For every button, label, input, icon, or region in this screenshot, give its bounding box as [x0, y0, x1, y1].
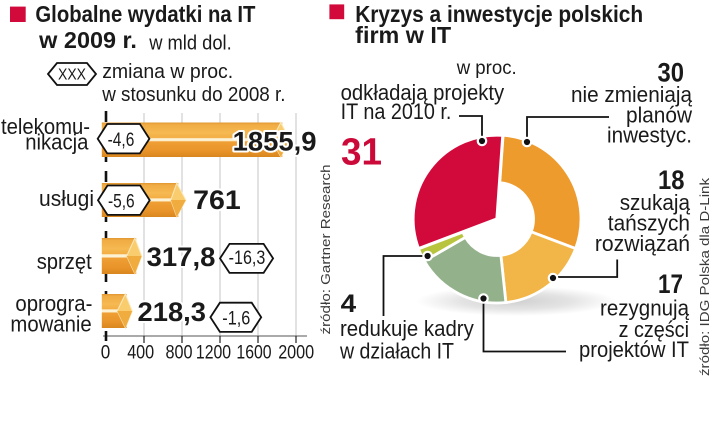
svg-text:800: 800: [166, 342, 193, 364]
svg-text:projektów IT: projektów IT: [579, 337, 689, 362]
svg-text:1200: 1200: [196, 342, 231, 364]
svg-text:31: 31: [341, 132, 382, 174]
svg-text:z części: z części: [619, 317, 689, 342]
svg-text:IT na 2010 r.: IT na 2010 r.: [341, 99, 452, 124]
svg-text:rozwiązań: rozwiązań: [595, 231, 690, 256]
svg-text:w mld dol.: w mld dol.: [148, 32, 231, 54]
svg-text:inwestyc.: inwestyc.: [607, 123, 692, 148]
svg-text:odkładają projekty: odkładają projekty: [341, 80, 505, 105]
svg-text:-4,6: -4,6: [108, 130, 135, 151]
svg-text:1600: 1600: [236, 342, 271, 364]
svg-text:Globalne wydatki na IT: Globalne wydatki na IT: [35, 1, 255, 27]
svg-text:w działach IT: w działach IT: [339, 339, 454, 364]
svg-text:zmiana w proc.: zmiana w proc.: [102, 61, 233, 83]
svg-text:redukuje kadry: redukuje kadry: [340, 316, 474, 341]
svg-text:mowanie: mowanie: [10, 312, 91, 337]
svg-text:18: 18: [658, 165, 685, 195]
svg-text:XXX: XXX: [58, 66, 86, 83]
svg-text:tańszych: tańszych: [608, 211, 690, 236]
svg-text:źródło: IDG Polska dla D-Link: źródło: IDG Polska dla D-Link: [697, 177, 712, 376]
svg-text:firm w IT: firm w IT: [355, 22, 451, 48]
svg-text:17: 17: [658, 269, 683, 299]
svg-text:-5,6: -5,6: [108, 191, 135, 212]
svg-text:400: 400: [127, 342, 154, 364]
svg-text:nikacja: nikacja: [25, 130, 89, 155]
svg-text:usługi: usługi: [39, 186, 94, 211]
svg-text:szukają: szukają: [620, 190, 691, 215]
svg-text:rezygnują: rezygnują: [600, 296, 690, 321]
svg-text:w proc.: w proc.: [456, 58, 517, 79]
svg-text:30: 30: [658, 58, 685, 88]
svg-text:761: 761: [193, 185, 241, 215]
svg-text:0: 0: [101, 342, 111, 364]
svg-text:telekomu-: telekomu-: [1, 114, 90, 139]
svg-text:sprzęt: sprzęt: [37, 249, 92, 274]
svg-text:317,8: 317,8: [147, 242, 216, 272]
svg-text:4: 4: [341, 290, 357, 318]
svg-text:planów: planów: [626, 103, 692, 128]
svg-text:-16,3: -16,3: [229, 248, 266, 269]
svg-text:-1,6: -1,6: [222, 308, 250, 329]
svg-text:Kryzys a inwestycje polskich: Kryzys a inwestycje polskich: [355, 1, 643, 27]
svg-text:w 2009 r.: w 2009 r.: [38, 27, 137, 53]
svg-text:w stosunku do 2008 r.: w stosunku do 2008 r.: [101, 84, 285, 106]
svg-text:nie zmieniają: nie zmieniają: [571, 82, 693, 107]
svg-text:źródło: Gartner Research: źródło: Gartner Research: [318, 165, 333, 335]
svg-text:2000: 2000: [278, 342, 314, 364]
svg-text:1855,9: 1855,9: [233, 126, 317, 156]
svg-text:oprogra-: oprogra-: [15, 291, 92, 316]
svg-text:218,3: 218,3: [138, 297, 207, 327]
